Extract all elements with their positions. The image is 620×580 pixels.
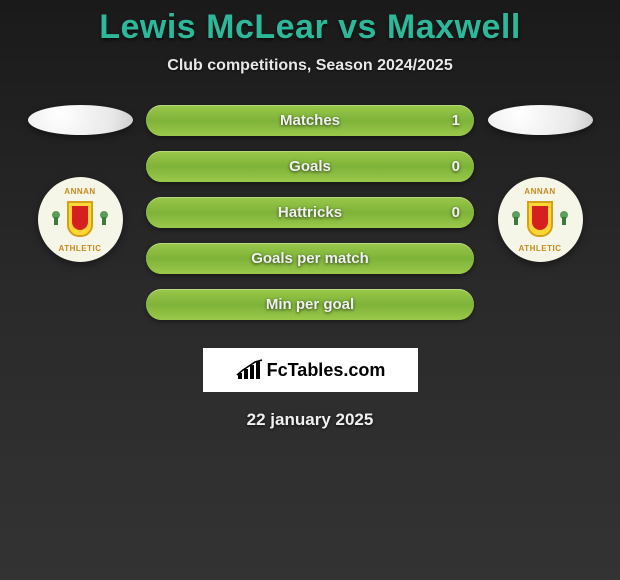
player-left-club-badge: ANNAN ATHLETIC: [38, 177, 123, 262]
page-title: Lewis McLear vs Maxwell: [0, 8, 620, 47]
stat-row-hattricks: Hattricks 0: [146, 197, 474, 228]
date-text: 22 january 2025: [0, 410, 620, 430]
badge-text-top: ANNAN: [45, 187, 115, 196]
stats-column: Matches 1 Goals 0 Hattricks 0 Goals per …: [140, 105, 480, 320]
thistle-icon: [97, 211, 111, 225]
shield-icon: [527, 201, 553, 237]
thistle-icon: [509, 211, 523, 225]
stat-row-min-per-goal: Min per goal: [146, 289, 474, 320]
player-right-portrait-placeholder: [488, 105, 593, 135]
stat-label: Matches: [280, 112, 340, 129]
stat-row-goals-per-match: Goals per match: [146, 243, 474, 274]
stat-label: Hattricks: [278, 204, 342, 221]
player-left-portrait-placeholder: [28, 105, 133, 135]
stat-row-matches: Matches 1: [146, 105, 474, 136]
stat-label: Goals: [289, 158, 331, 175]
right-player-col: ANNAN ATHLETIC: [480, 105, 600, 262]
stat-label: Goals per match: [251, 250, 369, 267]
brand-text: FcTables.com: [267, 360, 386, 381]
club-badge-graphic: ANNAN ATHLETIC: [505, 185, 575, 255]
club-badge-graphic: ANNAN ATHLETIC: [45, 185, 115, 255]
thistle-icon: [557, 211, 571, 225]
badge-text-top: ANNAN: [505, 187, 575, 196]
subtitle: Club competitions, Season 2024/2025: [0, 57, 620, 75]
brand-chart-icon: [235, 359, 265, 381]
player-right-club-badge: ANNAN ATHLETIC: [498, 177, 583, 262]
left-player-col: ANNAN ATHLETIC: [20, 105, 140, 262]
stat-value-right: 1: [452, 112, 460, 129]
brand-badge: FcTables.com: [203, 348, 418, 392]
stat-row-goals: Goals 0: [146, 151, 474, 182]
comparison-card: Lewis McLear vs Maxwell Club competition…: [0, 0, 620, 580]
shield-icon: [67, 201, 93, 237]
content-row: ANNAN ATHLETIC Matches 1: [0, 105, 620, 320]
badge-text-bottom: ATHLETIC: [505, 244, 575, 253]
stat-label: Min per goal: [266, 296, 354, 313]
badge-text-bottom: ATHLETIC: [45, 244, 115, 253]
stat-value-right: 0: [452, 204, 460, 221]
thistle-icon: [49, 211, 63, 225]
stat-value-right: 0: [452, 158, 460, 175]
